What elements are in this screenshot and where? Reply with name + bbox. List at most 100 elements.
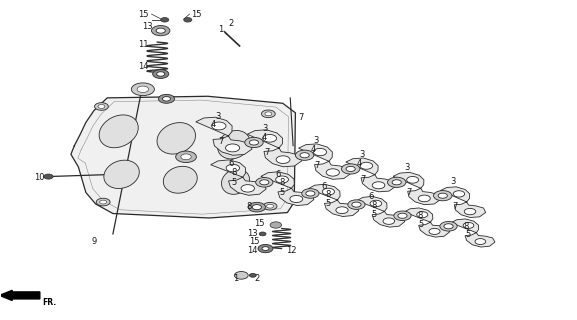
FancyArrow shape [0, 290, 40, 300]
Circle shape [252, 204, 261, 210]
Text: 8: 8 [247, 202, 252, 211]
Polygon shape [346, 158, 396, 192]
Text: 7: 7 [453, 202, 458, 211]
Circle shape [313, 148, 327, 156]
Text: 4: 4 [262, 132, 267, 141]
Text: 4: 4 [357, 159, 362, 168]
Text: 7: 7 [218, 137, 223, 146]
Circle shape [44, 174, 53, 179]
Polygon shape [308, 184, 359, 217]
Circle shape [388, 177, 406, 188]
Circle shape [346, 166, 355, 172]
Ellipse shape [218, 131, 250, 159]
Text: 8: 8 [325, 190, 330, 199]
Circle shape [226, 144, 239, 152]
Circle shape [306, 191, 315, 196]
Text: 12: 12 [286, 246, 297, 255]
Circle shape [336, 207, 348, 213]
Circle shape [302, 189, 319, 198]
Text: 6: 6 [368, 192, 373, 201]
Circle shape [265, 112, 272, 116]
Circle shape [226, 164, 239, 172]
Circle shape [352, 202, 361, 207]
Text: 4: 4 [211, 120, 216, 130]
Text: 7: 7 [407, 188, 412, 197]
Circle shape [418, 195, 430, 202]
Ellipse shape [99, 115, 138, 148]
Text: 11: 11 [138, 40, 149, 49]
Circle shape [463, 222, 474, 228]
Circle shape [212, 122, 226, 130]
Text: 6: 6 [228, 159, 234, 168]
Circle shape [417, 212, 428, 218]
Circle shape [163, 97, 170, 101]
Circle shape [454, 191, 464, 197]
Polygon shape [440, 187, 486, 218]
Text: 5: 5 [231, 178, 237, 187]
Circle shape [407, 177, 419, 183]
Circle shape [183, 18, 192, 22]
Text: 2: 2 [228, 19, 234, 28]
Polygon shape [298, 144, 351, 179]
Polygon shape [451, 219, 495, 247]
Circle shape [295, 150, 314, 160]
Circle shape [234, 271, 248, 279]
Polygon shape [357, 196, 405, 227]
Text: 3: 3 [263, 124, 268, 132]
Text: FR.: FR. [42, 298, 57, 307]
Text: 1: 1 [233, 274, 238, 283]
Text: 15: 15 [254, 219, 265, 228]
Circle shape [98, 105, 105, 108]
Text: 14: 14 [138, 62, 149, 71]
Text: 5: 5 [279, 188, 284, 197]
Circle shape [290, 196, 303, 203]
Text: 3: 3 [404, 163, 410, 172]
Circle shape [263, 202, 277, 210]
Text: 7: 7 [264, 148, 269, 157]
Text: 8: 8 [417, 211, 422, 220]
Text: 3: 3 [216, 112, 221, 121]
Text: 7: 7 [314, 161, 320, 170]
Circle shape [429, 228, 440, 235]
Ellipse shape [157, 123, 196, 154]
Circle shape [249, 140, 258, 145]
Text: 15: 15 [138, 10, 149, 19]
Text: 5: 5 [466, 230, 471, 239]
Circle shape [326, 169, 339, 176]
Text: 8: 8 [371, 201, 376, 210]
Text: 8: 8 [463, 222, 469, 231]
Circle shape [95, 103, 108, 110]
Circle shape [137, 86, 149, 92]
Ellipse shape [222, 169, 250, 194]
Circle shape [262, 247, 269, 251]
Text: 15: 15 [191, 10, 201, 19]
Circle shape [276, 176, 288, 183]
Circle shape [249, 273, 256, 277]
Circle shape [248, 202, 265, 212]
Circle shape [175, 151, 196, 163]
Polygon shape [404, 208, 449, 237]
Text: 10: 10 [35, 173, 45, 182]
Text: 13: 13 [248, 229, 258, 238]
Circle shape [360, 162, 373, 169]
Circle shape [270, 222, 282, 228]
Text: 4: 4 [310, 145, 316, 154]
Circle shape [464, 208, 476, 215]
Circle shape [261, 110, 275, 118]
Text: 15: 15 [249, 237, 259, 246]
Polygon shape [71, 96, 295, 218]
Circle shape [96, 198, 110, 206]
Circle shape [300, 153, 309, 158]
Text: 3: 3 [313, 136, 319, 145]
Polygon shape [211, 160, 266, 195]
Text: 6: 6 [275, 170, 281, 179]
Circle shape [398, 213, 407, 218]
Text: 5: 5 [325, 199, 330, 208]
Circle shape [323, 188, 335, 195]
Circle shape [256, 178, 273, 187]
Circle shape [392, 180, 402, 185]
Text: 7: 7 [298, 114, 304, 123]
Text: 5: 5 [418, 220, 424, 229]
Text: 3: 3 [451, 177, 456, 186]
Circle shape [433, 191, 452, 201]
